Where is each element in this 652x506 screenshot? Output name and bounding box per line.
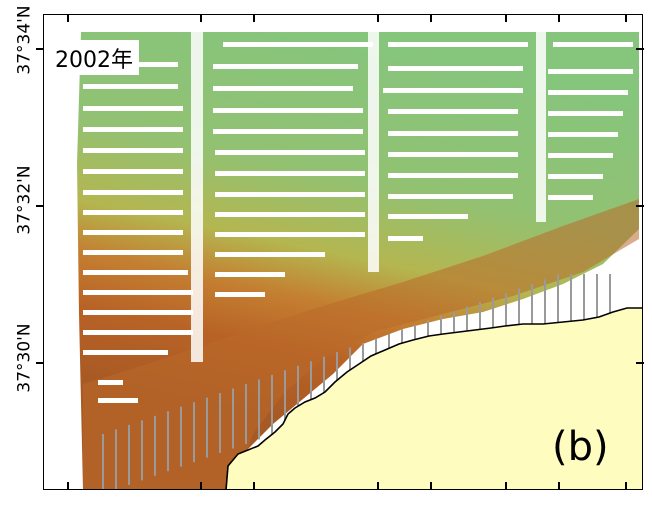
survey-gap-streak	[83, 169, 183, 174]
tick-mark	[253, 482, 255, 490]
survey-gap-streak	[548, 174, 603, 179]
survey-gap-streak	[213, 129, 363, 134]
survey-gap-streak	[388, 66, 523, 71]
bathymetry-map	[43, 14, 643, 490]
lat-label-37-34: 37°34'N	[14, 5, 35, 75]
tick-mark	[430, 14, 432, 22]
tick-mark	[200, 482, 202, 490]
tick-mark	[636, 205, 644, 207]
survey-gap-streak	[83, 270, 188, 275]
survey-gap-streak	[215, 212, 365, 217]
survey-gap-streak	[83, 350, 168, 355]
tick-mark	[377, 482, 379, 490]
lat-label-37-32: 37°32'N	[14, 165, 35, 235]
survey-gap-streak	[213, 86, 353, 91]
panel-label: (b)	[552, 424, 609, 470]
land-area	[225, 307, 643, 490]
tick-mark	[36, 362, 44, 364]
survey-gap-streak	[213, 64, 358, 69]
survey-gap-streak	[388, 109, 518, 114]
survey-gap-streak	[388, 194, 513, 199]
survey-gap-streak	[548, 69, 633, 74]
tick-mark	[636, 362, 644, 364]
survey-gap-streak	[548, 132, 618, 137]
survey-gap-streak	[83, 190, 183, 195]
survey-gap-streak	[98, 398, 138, 403]
tick-mark	[67, 482, 69, 490]
survey-gap-streak	[83, 330, 193, 335]
survey-gap-streak	[388, 173, 518, 178]
survey-gap-streak	[83, 230, 183, 235]
tick-mark	[36, 48, 44, 50]
tick-mark	[200, 14, 202, 22]
survey-gap-streak	[548, 90, 628, 95]
lat-label-37-30: 37°30'N	[14, 323, 35, 393]
survey-gap-streak	[215, 192, 365, 197]
survey-gap-streak	[388, 214, 468, 219]
tick-mark	[377, 14, 379, 22]
survey-gap-streak	[83, 290, 193, 295]
survey-gap-streak	[215, 252, 325, 257]
tick-mark	[558, 482, 560, 490]
survey-gap-streak	[388, 42, 528, 47]
year-label: 2002年	[49, 40, 139, 75]
survey-gap-streak	[83, 84, 178, 89]
survey-gap-streak	[388, 131, 518, 136]
survey-columns	[191, 32, 546, 362]
tick-mark	[625, 14, 627, 22]
survey-gap-streak	[548, 153, 613, 158]
survey-gap-streak	[388, 236, 423, 241]
survey-gaps	[83, 42, 633, 403]
survey-gap-streak	[213, 108, 363, 113]
survey-gap-streak	[83, 210, 183, 215]
tick-mark	[67, 14, 69, 22]
shelf-band	[83, 199, 639, 490]
tick-mark	[36, 205, 44, 207]
survey-gap-streak	[83, 127, 183, 132]
survey-gap-streak	[215, 292, 265, 297]
survey-gap-streak	[548, 111, 623, 116]
survey-gap-streak	[215, 171, 365, 176]
bathymetry-svg	[77, 32, 643, 490]
tick-mark	[558, 14, 560, 22]
tick-mark	[505, 14, 507, 22]
survey-gap-streak	[548, 195, 593, 200]
survey-gap-streak	[388, 152, 518, 157]
survey-gap-streak	[98, 380, 123, 385]
tick-mark	[505, 482, 507, 490]
tick-mark	[625, 482, 627, 490]
survey-gap-streak	[215, 232, 365, 237]
survey-gap-streak	[83, 148, 183, 153]
survey-gap-streak	[83, 310, 193, 315]
survey-gap-streak	[553, 42, 633, 47]
tick-mark	[430, 482, 432, 490]
survey-gap-streak	[215, 272, 285, 277]
survey-gap-streak	[83, 250, 183, 255]
survey-gap-streak	[215, 150, 365, 155]
tick-mark	[253, 14, 255, 22]
survey-gap-streak	[383, 88, 523, 93]
survey-gap-streak	[83, 106, 183, 111]
survey-gap-streak	[243, 42, 363, 47]
tick-mark	[636, 48, 644, 50]
